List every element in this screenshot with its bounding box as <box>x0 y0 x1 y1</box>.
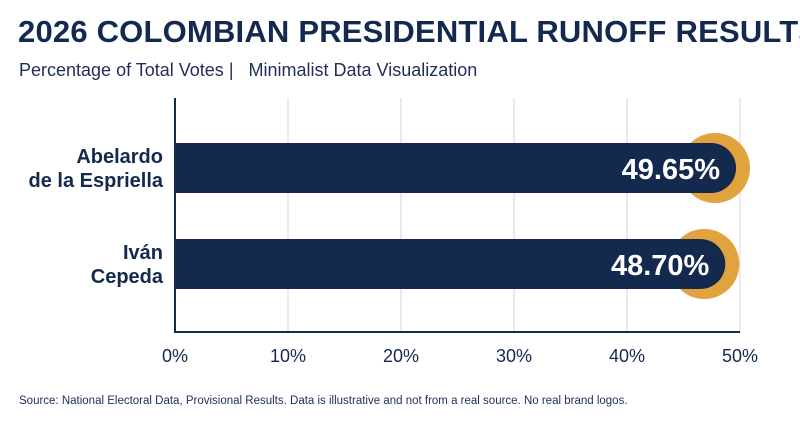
category-label: Abelardo <box>76 146 163 168</box>
chart-subtitle: Percentage of Total Votes | Minimalist D… <box>19 60 478 80</box>
source-note: Source: National Electoral Data, Provisi… <box>19 395 628 407</box>
x-tick-label: 50% <box>722 346 758 366</box>
bar-value-label: 49.65% <box>622 154 721 186</box>
category-label: Cepeda <box>91 266 164 288</box>
bar-value-label: 48.70% <box>611 250 710 282</box>
bar <box>175 143 737 193</box>
x-tick-label: 0% <box>162 346 188 366</box>
x-tick-label: 40% <box>609 346 645 366</box>
x-tick-label: 30% <box>496 346 532 366</box>
category-label: Iván <box>123 242 163 264</box>
chart-title: 2026 COLOMBIAN PRESIDENTIAL RUNOFF RESUL… <box>18 14 800 49</box>
x-tick-label: 20% <box>383 346 419 366</box>
bar <box>175 239 726 289</box>
category-label: de la Espriella <box>28 170 163 192</box>
x-tick-label: 10% <box>270 346 306 366</box>
